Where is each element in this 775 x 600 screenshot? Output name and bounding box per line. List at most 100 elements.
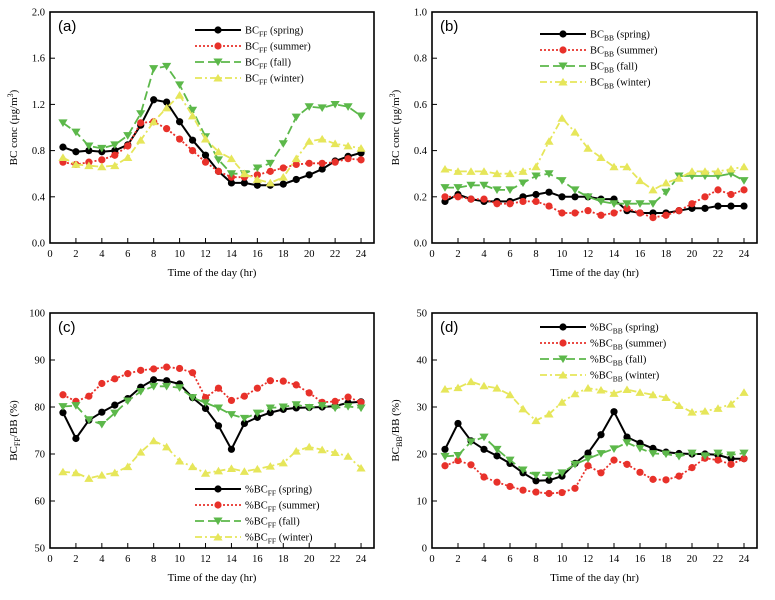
data-point [98,156,106,164]
data-point [291,154,301,163]
data-point [622,439,632,447]
data-point [739,162,749,171]
data-point [175,384,185,392]
series-line [444,116,745,191]
series-line [62,366,362,404]
data-point [687,449,697,458]
data-point [648,390,658,399]
data-point [331,397,339,405]
data-point [58,467,68,476]
y-tick-label: 30 [417,403,428,414]
x-tick-label: 20 [304,554,315,565]
data-point [532,477,540,485]
data-point [714,186,722,194]
legend-marker [559,30,567,38]
data-point [265,178,275,187]
data-point [84,416,94,424]
series-line [445,188,745,219]
data-point [188,369,197,377]
data-point [661,393,671,402]
data-point [59,409,67,417]
y-axis-title-end: ) [8,89,20,93]
data-point [648,200,658,208]
data-point [727,202,735,210]
plot-frame [431,312,758,549]
data-point [610,408,618,416]
data-point [239,169,249,178]
data-point [331,158,339,166]
legend: BCFF (spring) BCFF (summer) BCFF (fall) BCF… [195,26,311,87]
data-point [344,155,352,163]
legend-marker [559,46,567,54]
y-tick-label: 10 [417,497,428,508]
data-point [292,175,300,184]
data-point [493,478,501,486]
data-point [505,456,515,465]
data-point [110,141,120,149]
data-point [356,112,366,121]
data-point [239,467,249,475]
data-point [531,416,541,425]
data-point [97,420,107,429]
legend-label: %BCFF (fall) [245,517,300,530]
data-point [545,489,553,498]
data-point [343,141,353,150]
data-point [163,98,171,106]
data-point [200,134,211,143]
data-point [188,136,197,144]
data-point [149,382,159,391]
data-point [187,106,198,115]
data-point [124,142,132,150]
y-axis-title-main: BC [390,447,402,462]
data-point [675,207,683,215]
panel-label: (a) [58,18,76,35]
data-point [266,377,274,385]
data-point [480,445,488,453]
x-tick-label: 0 [429,249,434,260]
data-point [291,113,301,122]
data-point [440,385,450,393]
data-point [531,162,541,171]
data-point [85,392,93,400]
panel-a: 0 2 4 6 8 10 12 14 16 18 20 22 240.00.40.81.21.62.0T… [6,8,375,279]
data-point [58,403,68,411]
y-axis-title-main: BC conc (µg/m [390,97,402,165]
data-point [726,451,736,460]
x-tick-label: 24 [739,249,750,260]
data-point [98,379,106,388]
y-tick-label: 0.8 [32,146,45,157]
x-tick-label: 10 [174,249,185,260]
data-point [317,402,327,410]
data-point [622,162,632,171]
data-point [635,388,645,396]
data-point [557,177,567,185]
data-point [97,144,107,153]
data-point [356,463,366,472]
data-point [137,366,145,374]
data-point [597,469,605,477]
data-point [531,471,541,480]
data-point [110,161,120,170]
series-spring [441,408,748,485]
y-tick-label: 0 [422,544,427,555]
data-point [330,139,340,148]
legend-item-winter: %BCFF (winter) [195,533,313,546]
data-point [440,164,450,173]
data-point [343,452,353,460]
data-point [136,110,146,118]
y-axis-title-sup: 3 [6,93,15,97]
data-point [279,377,287,385]
legend-marker [214,485,222,493]
data-point [584,462,592,470]
data-point [162,382,172,391]
y-tick-label: 1.6 [32,54,45,65]
x-tick-label: 18 [661,249,672,260]
data-point [492,445,502,454]
data-point [265,404,275,413]
data-point [71,402,81,410]
data-point [584,207,592,215]
data-point [623,204,631,212]
data-point [162,442,172,451]
